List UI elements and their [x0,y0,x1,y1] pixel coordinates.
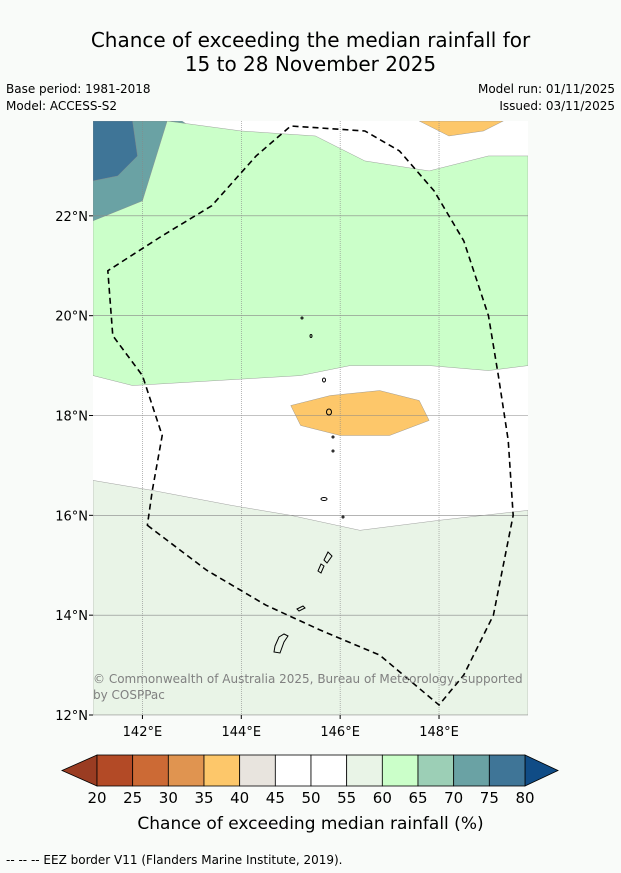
grid-lines [93,121,528,716]
colorbar-extend-high [524,754,559,787]
island-sarigan [341,515,345,519]
colorbar-tick-label: 25 [123,789,142,807]
colorbar-tick-label: 80 [515,789,534,807]
north-moist-zone [93,121,528,386]
colorbar-tick-label: 75 [480,789,499,807]
model-run: Model run: 01/11/2025 [477,82,615,96]
attribution-line-2: by COSPPac [93,688,165,702]
eez-legend: -- -- -- EEZ border V11 (Flanders Marine… [6,853,343,867]
colorbar-bin [346,754,383,787]
island-guguan [331,449,335,453]
island-pagan [326,408,332,416]
x-tick-label: 146°E [320,725,360,740]
colorbar-bin [417,754,455,787]
island-anatahan [320,497,328,501]
central-dry-spot [290,390,430,436]
colorbar-bin [203,754,241,787]
chart-title: Chance of exceeding the median rainfall … [0,28,621,76]
colorbar: 20 25 30 35 40 45 50 55 60 65 70 75 80 [61,754,559,807]
y-tick-label: 18°N [55,410,88,425]
southern-moist-area [93,480,528,715]
colorbar-tick-label: 45 [266,789,285,807]
meta-right: Model run: 01/11/2025 Issued: 03/11/2025 [478,81,615,115]
island-saipan [323,551,333,564]
axes: 142°E 144°E 146°E 148°E 12°N 14°N 16°N 18°N 20°N… [55,210,459,740]
rainfall-contours [93,121,528,715]
colorbar-bin [132,754,169,787]
base-period: Base period: 1981-2018 [6,82,151,96]
y-tick-label: 14°N [55,609,88,624]
colorbar-label: Chance of exceeding median rainfall (%) [137,814,484,834]
colorbar-extend-low [61,754,98,787]
colorbar-bin [310,754,348,787]
island-rota [296,605,306,612]
colorbar-tick-label: 50 [301,789,320,807]
islands [273,316,345,654]
colorbar-bin [96,754,134,787]
colorbar-bin [488,754,526,787]
y-tick-label: 22°N [55,210,88,225]
y-tick-label: 20°N [55,310,88,325]
eez-border [106,125,514,707]
colorbar-tick-label: 70 [444,789,463,807]
colorbar-tick-label: 60 [373,789,392,807]
colorbar-bin [167,754,205,787]
y-tick-label: 16°N [55,509,88,524]
x-tick-label: 144°E [222,725,262,740]
island-farallon [300,316,304,320]
island-guam [273,633,289,654]
x-tick-label: 148°E [419,725,459,740]
title-line-2: 15 to 28 November 2025 [184,52,437,76]
issued-date: Issued: 03/11/2025 [499,99,615,113]
colorbar-bin [274,754,312,787]
colorbar-bin [239,754,276,787]
y-tick-label: 12°N [55,709,88,724]
colorbar-bin [453,754,490,787]
island-alamagan [331,435,335,439]
northeast-dry-spot [419,121,504,137]
island-agrihan [322,377,326,383]
colorbar-tick-label: 35 [194,789,213,807]
colorbar-tick-label: 30 [159,789,178,807]
island-maug [309,334,313,338]
colorbar-bin [381,754,419,787]
island-tinian [317,563,325,574]
colorbar-tick-label: 20 [87,789,106,807]
meta-left: Base period: 1981-2018 Model: ACCESS-S2 [6,81,151,115]
title-line-1: Chance of exceeding the median rainfall … [90,28,531,52]
x-tick-label: 142°E [123,725,163,740]
colorbar-tick-label: 40 [230,789,249,807]
model-name: Model: ACCESS-S2 [6,99,118,113]
colorbar-tick-label: 55 [337,789,356,807]
northwest-corner-core [93,121,138,182]
colorbar-tick-label: 65 [408,789,427,807]
attribution-line-1: © Commonwealth of Australia 2025, Bureau… [93,672,523,686]
